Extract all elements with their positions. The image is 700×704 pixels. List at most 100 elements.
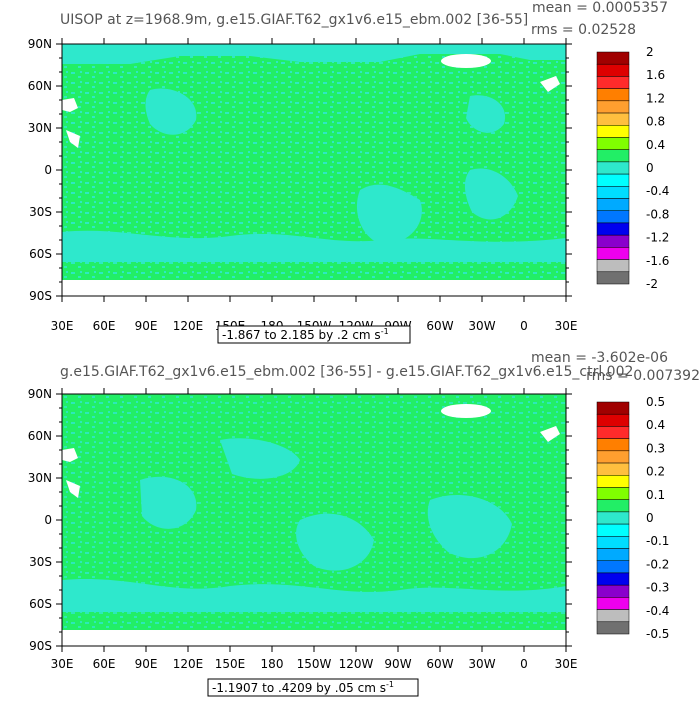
rms-label: rms = 0.02528 <box>531 22 636 38</box>
lat-label: 30N <box>28 471 52 485</box>
colorbar-swatch <box>596 198 630 211</box>
lon-label: 0 <box>520 657 528 671</box>
antarctica-land <box>62 280 566 296</box>
lon-label: 30W <box>468 319 495 333</box>
range-label: -1.867 to 2.185 by .2 cm s <box>222 328 381 342</box>
colorbar-label: 1.2 <box>646 91 665 105</box>
lon-label: 60E <box>93 657 116 671</box>
colorbar-label: 0 <box>646 161 654 175</box>
colorbar-label: 0.8 <box>646 115 665 129</box>
mean-label: mean = 0.0005357 <box>532 0 668 16</box>
lon-label: 90W <box>384 657 411 671</box>
colorbar-swatch <box>596 125 630 138</box>
colorbar-swatch <box>596 401 630 415</box>
lat-label: 90S <box>29 289 52 303</box>
panel-title: g.e15.GIAF.T62_gx1v6.e15_ebm.002 [36-55]… <box>60 364 633 380</box>
map-area <box>61 43 567 297</box>
lon-label: 90E <box>135 657 158 671</box>
colorbar-label: -0.4 <box>646 604 669 618</box>
panel-bottom: g.e15.GIAF.T62_gx1v6.e15_ebm.002 [36-55]… <box>28 350 700 697</box>
colorbar-label: 1.6 <box>646 68 665 82</box>
colorbar-swatch <box>596 51 630 65</box>
svg-text:-1.867 to 2.185 by .2 cm s-1: -1.867 to 2.185 by .2 cm s-1 <box>222 327 389 342</box>
colorbar-swatch <box>596 173 630 187</box>
colorbar-swatch <box>596 88 630 102</box>
latitude-axis: 90N 60N 30N 0 30S 60S 90S <box>28 37 572 303</box>
colorbar-swatch <box>596 234 630 248</box>
lon-label: 30E <box>555 319 578 333</box>
colorbar-swatch <box>596 112 630 126</box>
anomaly-patch <box>62 230 566 262</box>
colorbar-swatch <box>596 609 630 623</box>
greenland-land <box>441 54 491 68</box>
colorbar-swatch <box>596 186 630 199</box>
panel-title: UISOP at z=1968.9m, g.e15.GIAF.T62_gx1v6… <box>60 12 528 28</box>
anomaly-patch <box>140 476 197 529</box>
lat-label: 30N <box>28 121 52 135</box>
colorbar-label: -2 <box>646 277 658 291</box>
lon-label: 30E <box>51 319 74 333</box>
lat-label: 60N <box>28 79 52 93</box>
colorbar-label: -1.6 <box>646 254 669 268</box>
colorbar-label: 0.5 <box>646 395 665 409</box>
colorbar-label: 0.4 <box>646 138 665 152</box>
lon-label: 30W <box>468 657 495 671</box>
colorbar-swatch <box>596 438 630 452</box>
lon-label: 0 <box>520 319 528 333</box>
lon-label: 120E <box>173 319 204 333</box>
rms-label: rms = 0.007392 <box>586 368 700 384</box>
colorbar-label: 2 <box>646 45 654 59</box>
colorbar-swatch <box>596 259 630 273</box>
colorbar-label: 0.1 <box>646 488 665 502</box>
lon-label: 180 <box>261 657 284 671</box>
greenland-land <box>441 404 491 418</box>
land-patch <box>62 448 78 462</box>
land-patch <box>66 130 80 148</box>
anomaly-patch <box>464 168 518 220</box>
land-patch <box>62 98 78 112</box>
colorbar-label: -0.1 <box>646 534 669 548</box>
lat-label: 90N <box>28 387 52 401</box>
lon-label: 30E <box>555 657 578 671</box>
range-box: -1.867 to 2.185 by .2 cm s-1 <box>217 325 411 344</box>
colorbar-label: 0.4 <box>646 418 665 432</box>
lon-label: 90E <box>135 319 158 333</box>
mean-label: mean = -3.602e-06 <box>531 350 668 366</box>
anomaly-patch <box>356 184 422 245</box>
antarctica-land <box>62 630 566 646</box>
range-exponent: -1 <box>386 680 394 689</box>
colorbar-swatch <box>596 222 630 236</box>
anomaly-patch <box>145 88 197 135</box>
anomaly-patch <box>62 578 566 612</box>
lon-label: 120E <box>173 657 204 671</box>
colorbar-swatch <box>596 63 630 77</box>
colorbar-swatch <box>596 499 630 513</box>
longitude-axis: 30E 60E 90E 120E 150E 180 150W 120W 90W 60W 30W 0 30… <box>51 388 578 671</box>
lat-label: 60S <box>29 597 52 611</box>
colorbar-swatch <box>596 475 630 488</box>
lon-label: 30E <box>51 657 74 671</box>
colorbar-swatch <box>596 523 630 537</box>
colorbar-label: 0.2 <box>646 465 665 479</box>
range-box: -1.1907 to .4209 by .05 cm s-1 <box>207 678 419 697</box>
lon-label: 60W <box>426 319 453 333</box>
lat-label: 30S <box>29 555 52 569</box>
colorbar-label: -0.8 <box>646 207 669 221</box>
colorbar-label: -0.4 <box>646 184 669 198</box>
lon-label: 60W <box>426 657 453 671</box>
colorbar-label: -0.2 <box>646 557 669 571</box>
anomaly-patch <box>220 438 300 479</box>
colorbar-swatch <box>596 487 630 500</box>
colorbar-swatch <box>596 450 630 464</box>
latitude-axis: 90N 60N 30N 0 30S 60S 90S <box>28 387 572 653</box>
lon-label: 150W <box>297 657 332 671</box>
lat-label: 90N <box>28 37 52 51</box>
anomaly-patch <box>427 494 512 559</box>
colorbar-label: 0.3 <box>646 441 665 455</box>
colorbar-swatch <box>596 76 630 89</box>
colorbar-swatch <box>596 511 630 525</box>
colorbar-swatch <box>596 247 630 260</box>
colorbar-swatch <box>596 597 630 610</box>
land-patch <box>66 480 80 498</box>
